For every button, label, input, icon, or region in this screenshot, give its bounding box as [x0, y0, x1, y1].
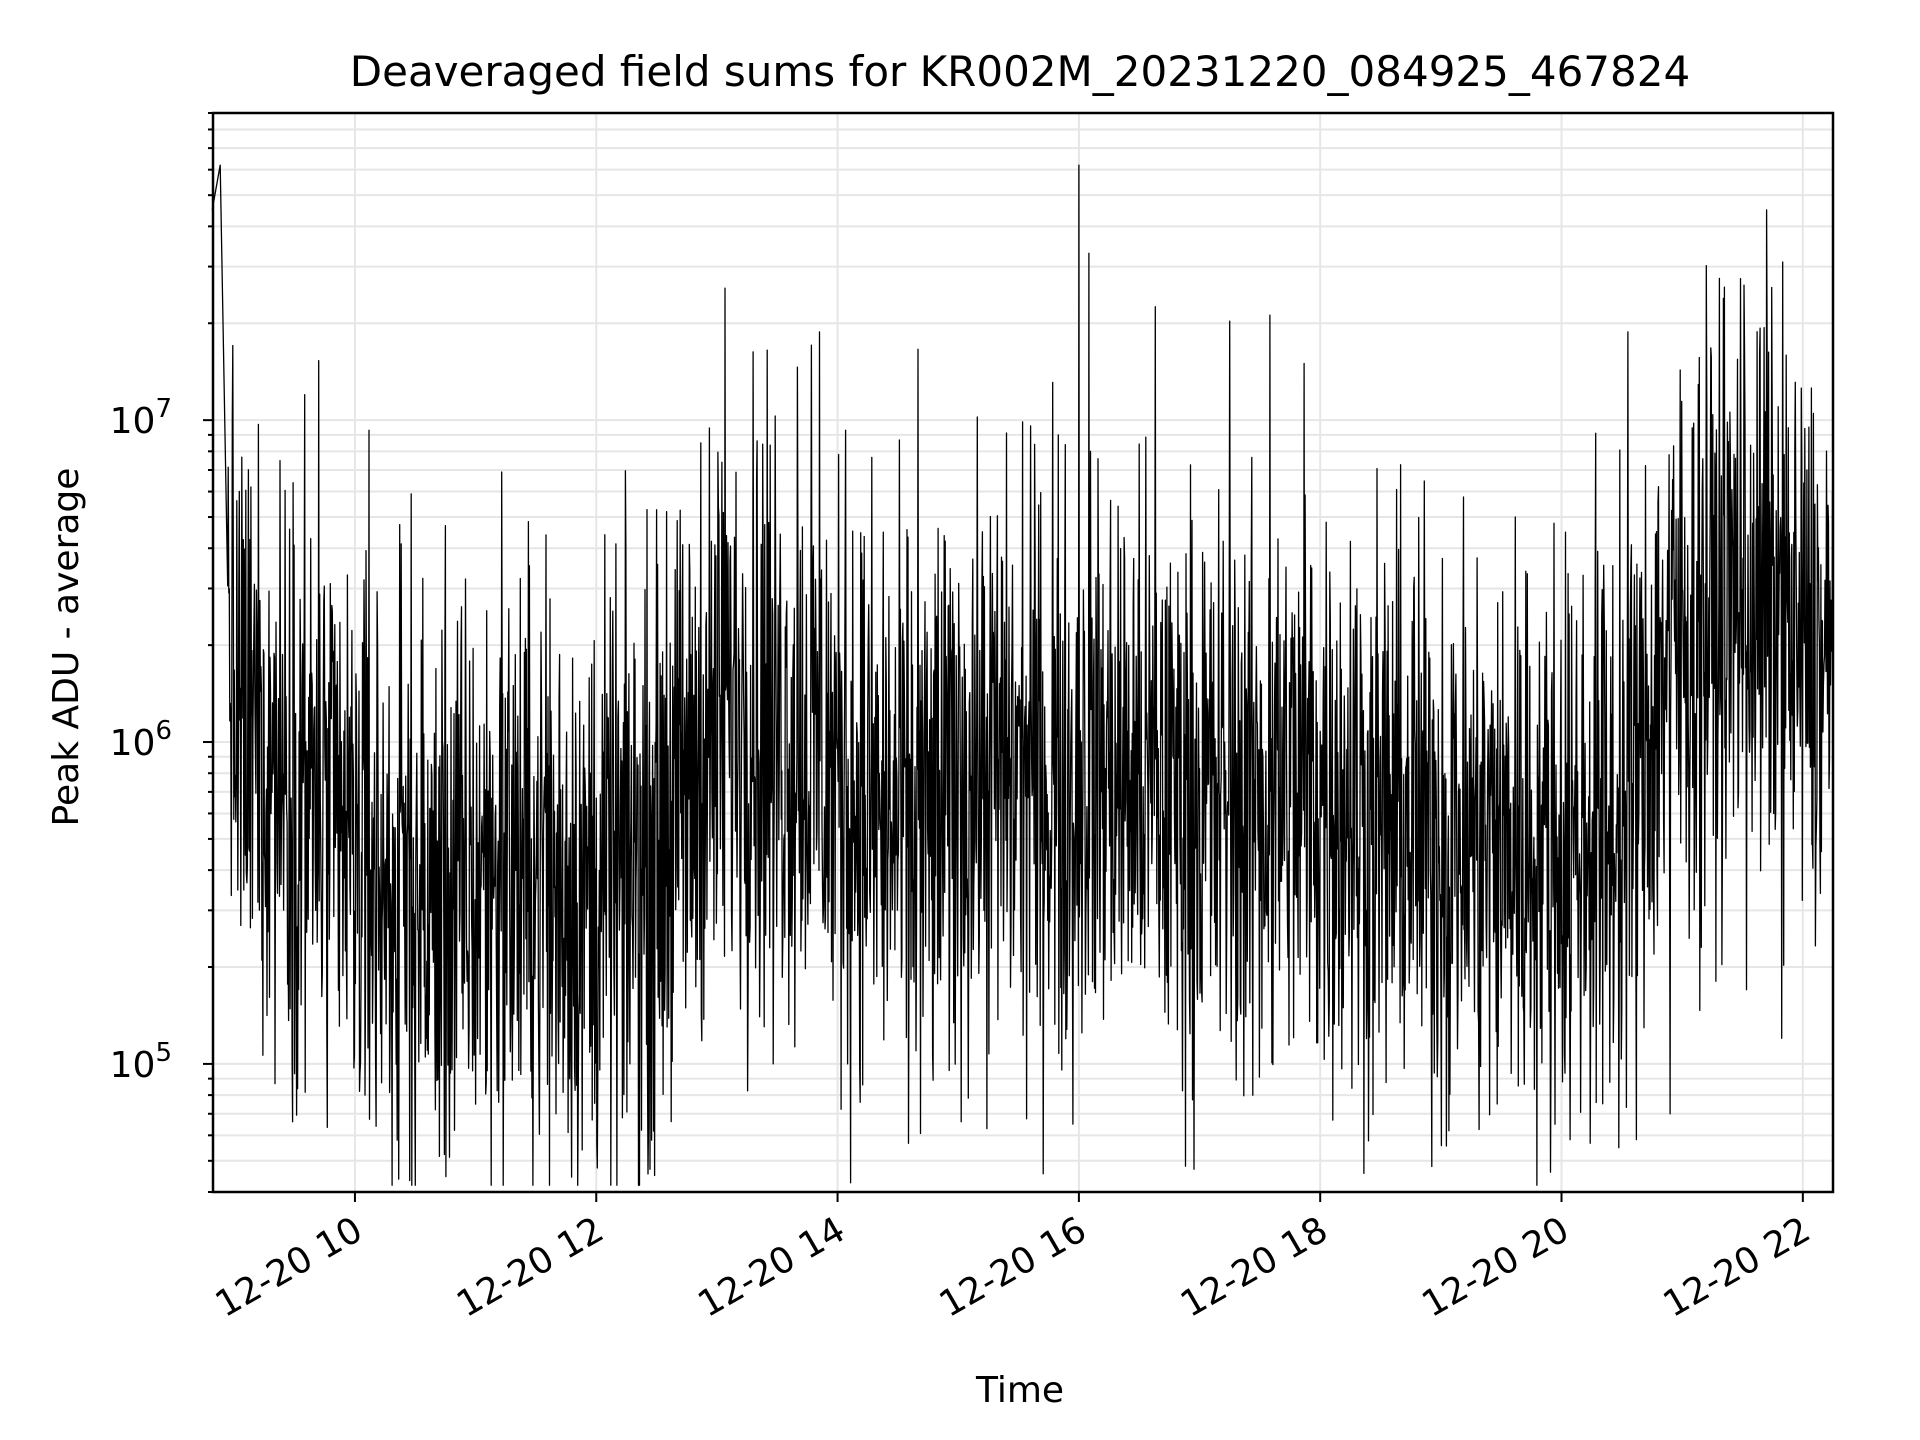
y-tick-label: 106 [110, 716, 172, 764]
x-tick-label: 12-20 10 [209, 1209, 370, 1325]
chart-title: Deaveraged field sums for KR002M_2023122… [350, 47, 1690, 96]
x-axis-label: Time [975, 1370, 1064, 1411]
x-tick-label: 12-20 18 [1174, 1209, 1335, 1325]
y-tick-label: 105 [110, 1038, 172, 1086]
x-tick-label: 12-20 14 [691, 1209, 852, 1325]
series-line [211, 164, 1834, 1186]
y-axis-label: Peak ADU - average [46, 468, 87, 827]
x-tick-label: 12-20 16 [933, 1209, 1094, 1325]
y-tick-label: 107 [110, 394, 172, 442]
plot-frame [211, 111, 1835, 1194]
x-tick-label: 12-20 12 [450, 1209, 611, 1325]
x-axis: 12-20 10 12-20 12 12-20 14 12-20 16 12-20 18… [209, 1192, 1818, 1326]
plot-area [211, 111, 1835, 1194]
y-axis: 105 106 107 [110, 112, 213, 1193]
x-tick-label: 12-20 20 [1415, 1209, 1576, 1325]
x-tick-label: 12-20 22 [1657, 1209, 1818, 1325]
